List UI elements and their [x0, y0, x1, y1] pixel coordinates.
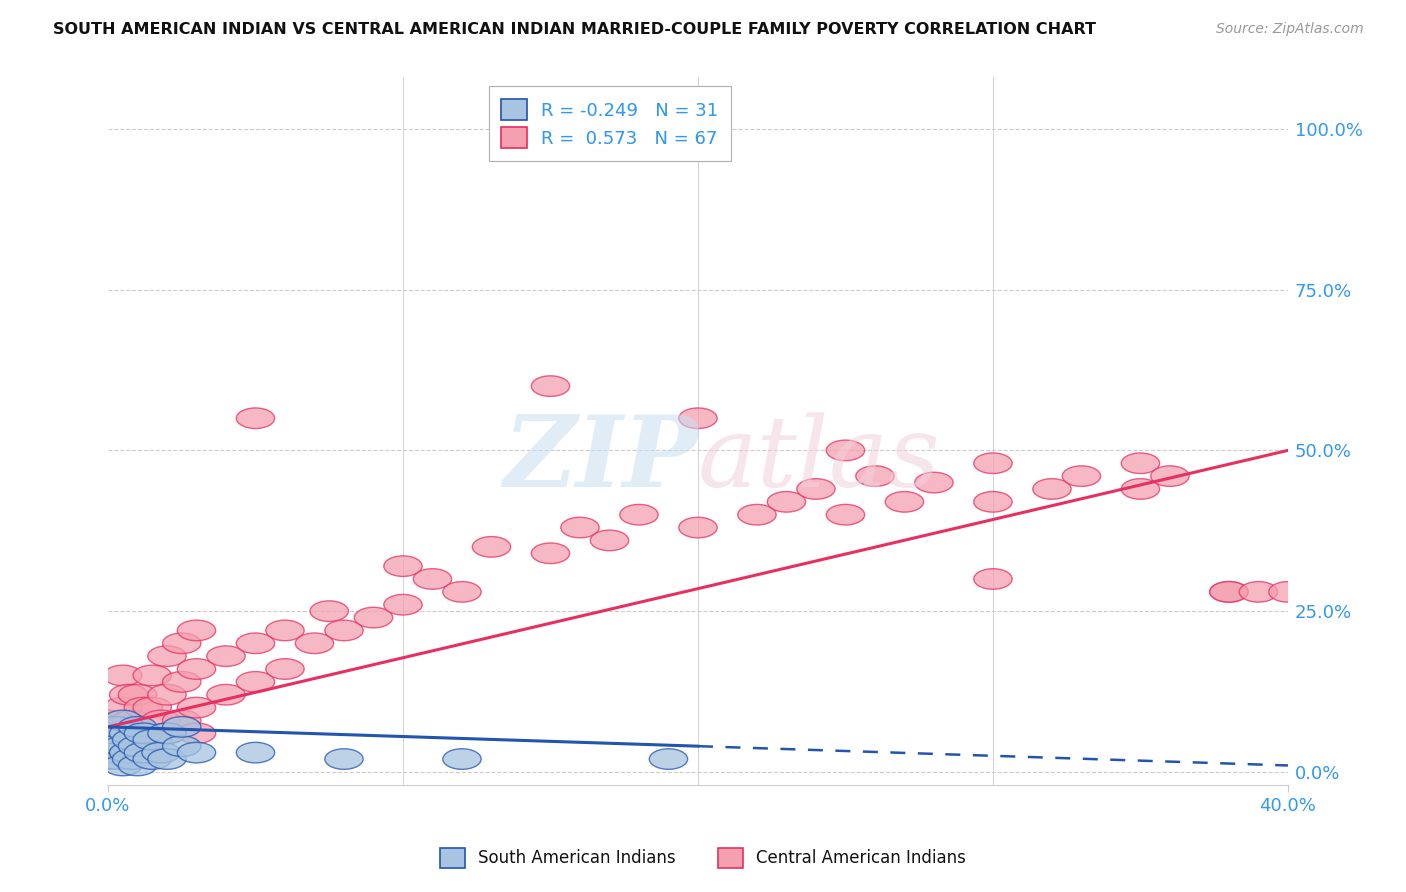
Text: ZIP: ZIP — [503, 411, 697, 508]
Legend: R = -0.249   N = 31, R =  0.573   N = 67: R = -0.249 N = 31, R = 0.573 N = 67 — [489, 87, 731, 161]
Text: atlas: atlas — [697, 412, 941, 507]
Text: SOUTH AMERICAN INDIAN VS CENTRAL AMERICAN INDIAN MARRIED-COUPLE FAMILY POVERTY C: SOUTH AMERICAN INDIAN VS CENTRAL AMERICA… — [53, 22, 1097, 37]
Text: Source: ZipAtlas.com: Source: ZipAtlas.com — [1216, 22, 1364, 37]
Legend: South American Indians, Central American Indians: South American Indians, Central American… — [433, 841, 973, 875]
